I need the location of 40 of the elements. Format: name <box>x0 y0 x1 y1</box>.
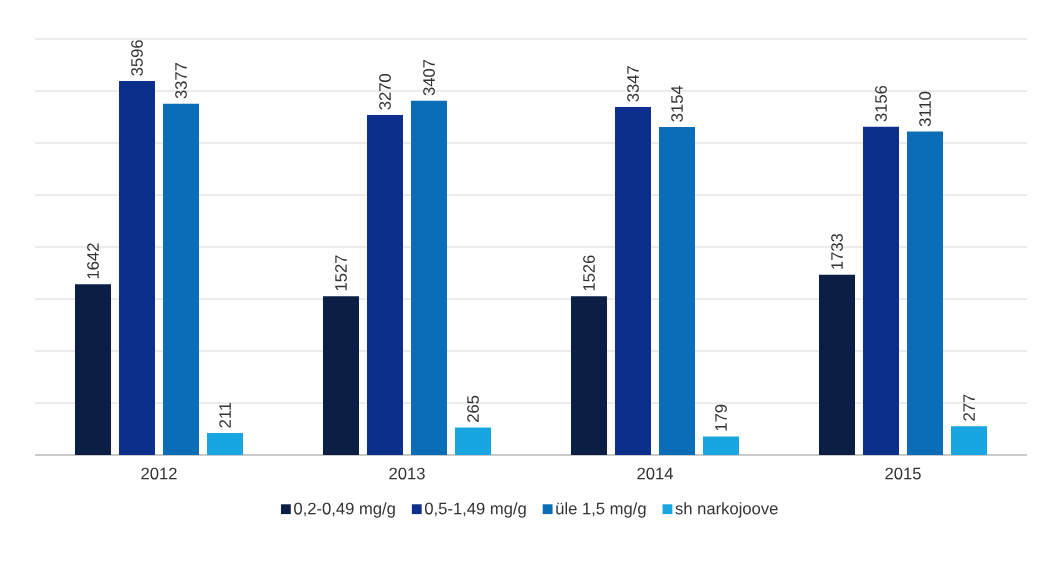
data-label: 1642 <box>87 243 99 279</box>
data-label: 3347 <box>627 66 639 102</box>
bar <box>571 296 608 455</box>
x-tick-label: 2012 <box>141 467 177 480</box>
x-tick-label: 2014 <box>637 467 673 480</box>
data-label: 1526 <box>583 255 595 291</box>
x-tick-label: 2015 <box>885 467 921 480</box>
bar <box>367 114 404 455</box>
data-label: 265 <box>467 395 479 422</box>
legend-label: 0,5-1,49 mg/g <box>424 502 526 518</box>
bar <box>119 81 155 455</box>
x-tick-label: 2013 <box>389 467 425 480</box>
data-label: 3154 <box>671 85 683 122</box>
bar <box>659 126 696 455</box>
data-label: 211 <box>219 402 231 428</box>
legend-label: 0,2-0,49 mg/g <box>294 502 395 518</box>
bar <box>207 433 243 455</box>
bar <box>323 296 360 455</box>
data-label: 179 <box>715 404 727 431</box>
bar <box>411 100 448 455</box>
data-label: 3407 <box>423 59 435 96</box>
data-label: 1733 <box>831 233 843 269</box>
data-label: 3377 <box>175 63 187 99</box>
data-label: 1527 <box>335 255 347 291</box>
data-label: 3110 <box>919 91 931 127</box>
bar <box>703 436 740 455</box>
bar <box>907 131 944 455</box>
data-label: 3596 <box>131 40 143 76</box>
bar <box>819 274 856 455</box>
data-label: 277 <box>963 394 975 421</box>
bar <box>75 284 111 455</box>
bar <box>863 126 900 455</box>
data-label: 3156 <box>875 85 887 122</box>
bar <box>951 426 988 455</box>
data-label: 3270 <box>379 73 391 110</box>
bar <box>455 427 492 455</box>
bar <box>615 106 652 455</box>
bar <box>163 103 199 455</box>
legend-label: sh narkojoove <box>675 502 778 518</box>
legend-label: üle 1,5 mg/g <box>556 502 646 518</box>
